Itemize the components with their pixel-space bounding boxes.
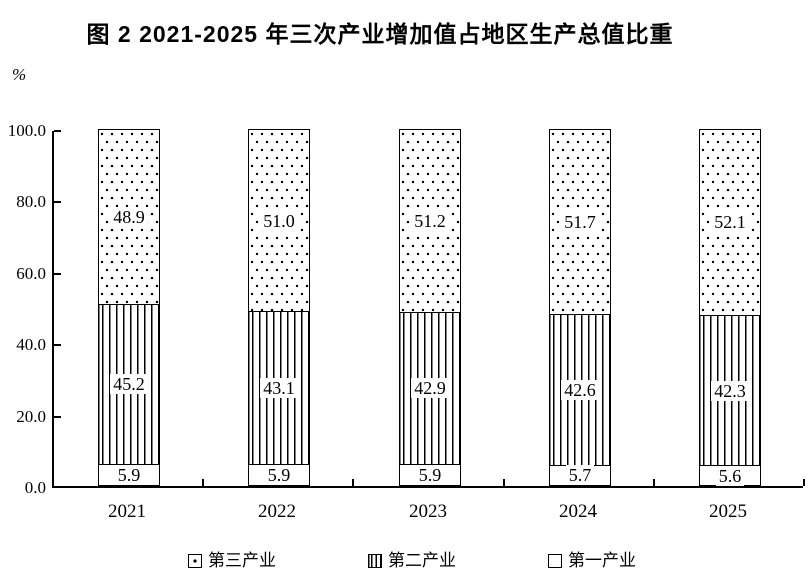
bar-value-label-primary: 5.9	[114, 465, 144, 486]
x-category-label: 2024	[559, 501, 597, 522]
bar-value-label-primary: 5.9	[415, 465, 445, 485]
x-axis-tick	[803, 479, 805, 486]
x-category-label: 2023	[409, 501, 447, 522]
x-axis-tick	[352, 479, 354, 486]
y-axis-tick	[54, 273, 61, 275]
bar-segment-tertiary: 52.1	[700, 130, 760, 315]
bar-segment-primary: 5.7	[550, 464, 610, 486]
legend-label: 第二产业	[388, 551, 456, 570]
bar-2025: 52.1 42.3 5.6	[699, 129, 761, 486]
bar-value-label-secondary: 42.3	[711, 380, 749, 401]
bar-value-label-secondary: 43.1	[260, 378, 298, 399]
bar-2023: 51.2 42.9 5.9	[399, 129, 461, 486]
chart-title: 图 2 2021-2025 年三次产业增加值占地区生产总值比重	[86, 21, 674, 47]
bar-2024: 51.7 42.6 5.7	[549, 129, 611, 486]
bar-value-label-secondary: 42.9	[411, 378, 449, 399]
legend-item-primary: 第一产业	[548, 551, 636, 571]
legend-swatch-vlines	[368, 554, 382, 568]
bar-segment-secondary: 42.3	[700, 314, 760, 466]
bar-segment-primary: 5.9	[249, 464, 309, 486]
y-tick-label: 40.0	[16, 335, 46, 354]
bar-segment-tertiary: 51.0	[249, 130, 309, 312]
bar-segment-tertiary: 51.2	[400, 130, 460, 312]
bar-segment-tertiary: 51.7	[550, 130, 610, 314]
y-axis-tick	[54, 130, 61, 132]
y-axis-tick	[54, 201, 61, 203]
legend-swatch-plain	[548, 554, 562, 568]
bar-value-label-primary: 5.9	[264, 465, 294, 486]
legend-item-secondary: 第二产业	[368, 551, 456, 571]
x-category-label: 2021	[108, 501, 146, 522]
bar-segment-primary: 5.6	[700, 465, 760, 486]
bar-value-label-primary: 5.6	[715, 465, 745, 486]
bar-segment-secondary: 42.9	[400, 311, 460, 465]
x-category-label: 2025	[709, 501, 747, 522]
bar-value-label-tertiary: 51.0	[260, 210, 298, 231]
legend-label: 第一产业	[568, 551, 636, 570]
bar-2021: 48.9 45.2 5.9	[98, 129, 160, 486]
x-category-label: 2022	[258, 501, 296, 522]
bar-segment-primary: 5.9	[400, 464, 460, 485]
plot-area: 48.9 45.2 5.9 51.0 43.1 5.9 51.2 42.9 5.9 51.7 42.…	[52, 129, 805, 488]
x-axis-tick	[202, 479, 204, 486]
legend-swatch-dots	[188, 554, 202, 568]
x-axis-tick	[653, 479, 655, 486]
bar-segment-tertiary: 48.9	[99, 130, 159, 304]
bar-value-label-tertiary: 51.2	[411, 210, 449, 231]
bar-segment-secondary: 42.6	[550, 313, 610, 465]
x-axis-tick	[503, 479, 505, 486]
bar-segment-primary: 5.9	[99, 464, 159, 486]
bar-segment-secondary: 43.1	[249, 311, 309, 465]
legend-label: 第三产业	[208, 551, 276, 570]
bar-value-label-tertiary: 48.9	[110, 206, 148, 227]
bar-value-label-tertiary: 52.1	[711, 212, 749, 233]
y-tick-label: 20.0	[16, 407, 46, 426]
bar-value-label-tertiary: 51.7	[561, 211, 599, 232]
bar-value-label-secondary: 45.2	[110, 374, 148, 395]
bar-segment-secondary: 45.2	[99, 303, 159, 465]
y-axis-tick	[54, 344, 61, 346]
y-tick-label: 0.0	[24, 478, 46, 497]
y-tick-label: 80.0	[16, 192, 46, 211]
legend-item-tertiary: 第三产业	[188, 551, 276, 571]
bar-value-label-secondary: 42.6	[561, 379, 599, 400]
bar-2022: 51.0 43.1 5.9	[248, 129, 310, 486]
y-axis-unit-label: %	[12, 65, 27, 84]
bar-value-label-primary: 5.7	[565, 465, 595, 486]
y-axis-tick	[54, 416, 61, 418]
legend: 第三产业 第二产业 第一产业	[188, 551, 636, 571]
y-tick-label: 100.0	[7, 121, 46, 140]
y-tick-label: 60.0	[16, 264, 46, 283]
